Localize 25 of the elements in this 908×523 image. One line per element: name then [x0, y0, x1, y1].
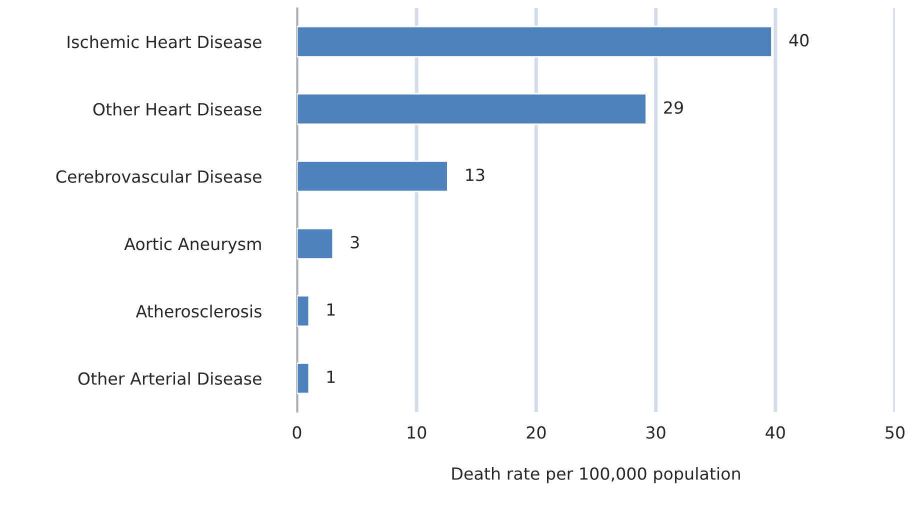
bar: [297, 362, 310, 394]
bar: [297, 160, 448, 192]
y-tick-label: Aortic Aneurysm: [124, 237, 261, 254]
y-tick-label: Cerebrovascular Disease: [56, 170, 262, 183]
x-axis-title: Death rate per 100,000 population: [452, 467, 740, 484]
bar: [297, 26, 773, 58]
x-tick-label: 10: [408, 426, 426, 439]
data-label: 29: [664, 101, 683, 114]
data-label: 1: [327, 370, 335, 383]
bar: [297, 295, 310, 327]
data-label: 3: [350, 236, 359, 249]
x-tick-label: 20: [526, 426, 546, 439]
x-tick-label: 30: [646, 426, 666, 439]
y-tick-label: Ischemic Heart Disease: [68, 35, 262, 48]
y-tick-label: Other Heart Disease: [93, 102, 262, 116]
x-tick-label: 0: [292, 426, 302, 439]
x-tick-label: 40: [766, 426, 785, 439]
y-tick-label: Atherosclerosis: [136, 304, 262, 318]
data-label: 1: [327, 303, 335, 316]
x-tick-label: 50: [886, 426, 904, 439]
bar: [297, 228, 334, 260]
y-tick-label: Other Arterial Disease: [78, 372, 262, 385]
data-label: 40: [789, 34, 809, 47]
bar: [297, 93, 647, 125]
data-label: 13: [466, 168, 484, 182]
